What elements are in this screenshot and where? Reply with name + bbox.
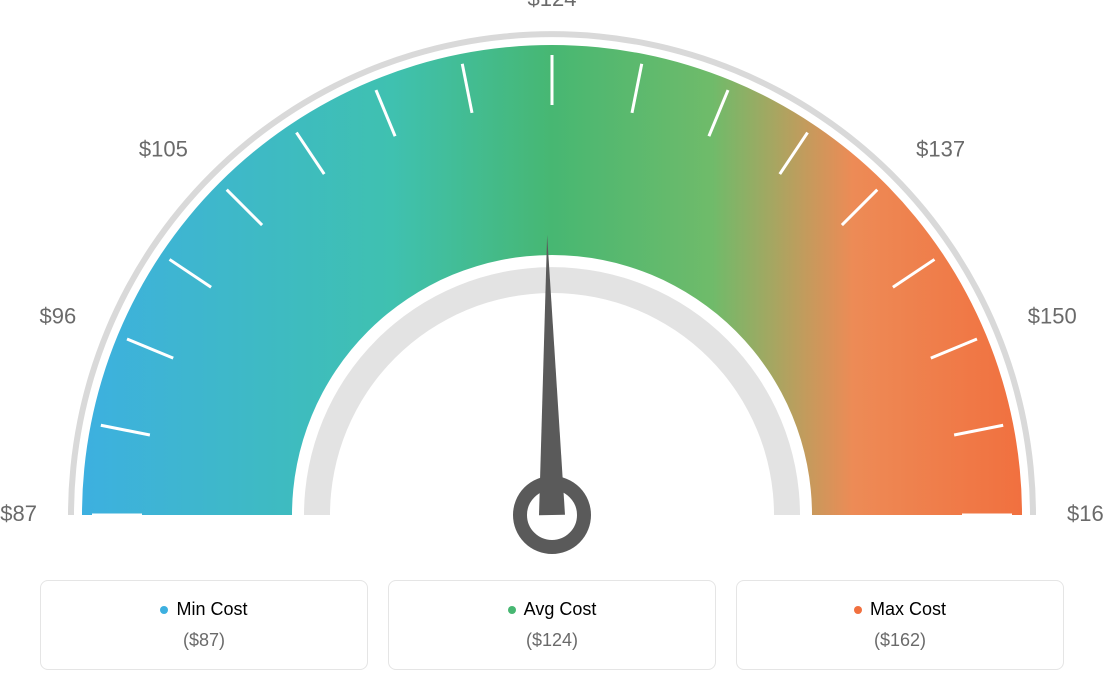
legend-label: Max Cost <box>870 599 946 620</box>
svg-text:$124: $124 <box>528 0 577 11</box>
legend-value: ($87) <box>51 630 357 651</box>
legend-title-avg: Avg Cost <box>508 599 597 620</box>
legend-title-max: Max Cost <box>854 599 946 620</box>
svg-text:$96: $96 <box>39 304 76 329</box>
svg-text:$87: $87 <box>0 501 37 526</box>
dot-icon <box>160 606 168 614</box>
legend-card-max: Max Cost ($162) <box>736 580 1064 670</box>
svg-text:$162: $162 <box>1067 501 1104 526</box>
legend-card-avg: Avg Cost ($124) <box>388 580 716 670</box>
legend-value: ($124) <box>399 630 705 651</box>
legend-row: Min Cost ($87) Avg Cost ($124) Max Cost … <box>40 580 1064 670</box>
legend-title-min: Min Cost <box>160 599 247 620</box>
legend-value: ($162) <box>747 630 1053 651</box>
dot-icon <box>854 606 862 614</box>
svg-text:$105: $105 <box>139 137 188 162</box>
gauge-chart: $87 $96 $105 $124 $137 $150 $162 <box>0 0 1104 560</box>
svg-text:$137: $137 <box>916 137 965 162</box>
legend-label: Avg Cost <box>524 599 597 620</box>
cost-gauge-widget: $87 $96 $105 $124 $137 $150 $162 Min Cost ($87… <box>0 0 1104 690</box>
legend-label: Min Cost <box>176 599 247 620</box>
svg-text:$150: $150 <box>1028 304 1077 329</box>
legend-card-min: Min Cost ($87) <box>40 580 368 670</box>
dot-icon <box>508 606 516 614</box>
